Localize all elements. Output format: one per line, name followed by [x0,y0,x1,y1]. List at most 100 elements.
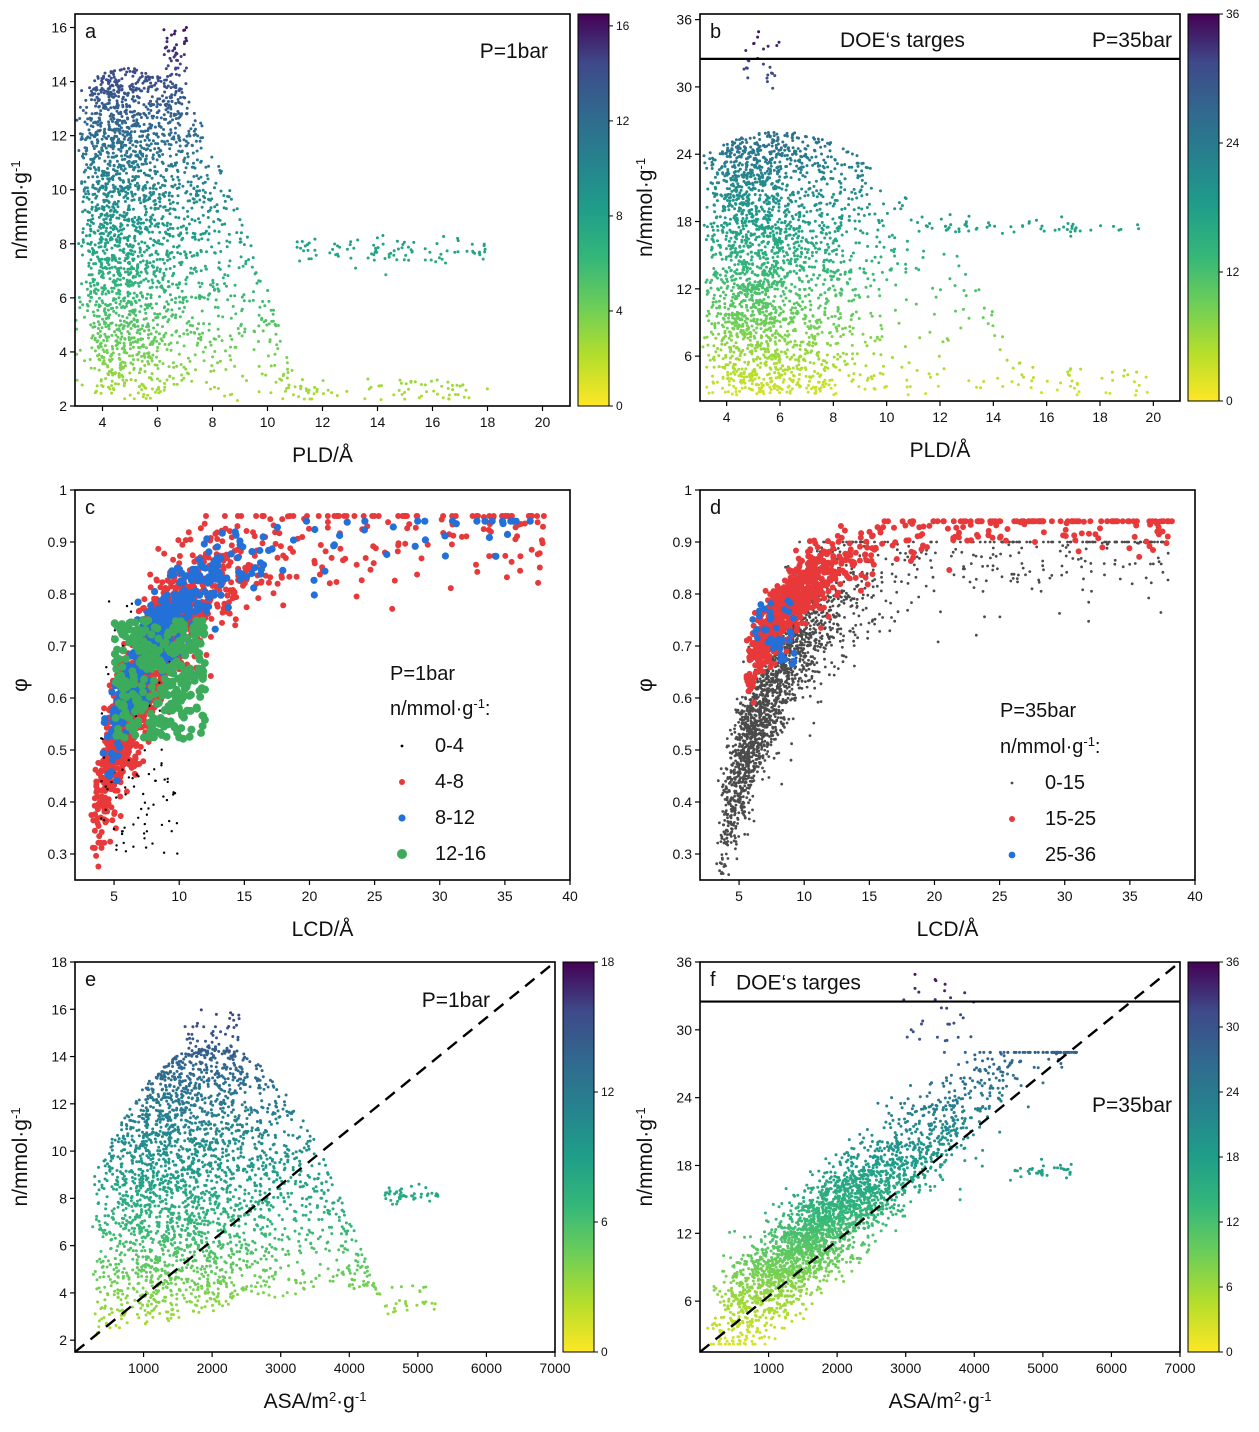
data-point-a [153,390,157,394]
data-point-b [1137,383,1141,387]
data-point-b [854,241,858,245]
data-point-b [772,259,776,263]
data-point-a [129,133,133,137]
data-point-a [111,151,115,155]
data-point-b [717,181,721,185]
data-point-a [161,215,165,219]
data-point-b [871,272,875,276]
data-point-b [813,265,817,269]
data-point-a [252,348,256,352]
data-point-a [123,361,127,365]
data-point-b [734,346,738,350]
data-point-a [171,178,175,181]
data-point-a [161,153,165,156]
data-point-b [816,161,820,165]
data-point-b [748,277,751,281]
data-point-b [865,193,869,196]
data-point-a [98,122,102,126]
data-point-b [749,290,753,294]
data-point-b [789,340,792,344]
data-point-b [735,393,739,397]
data-point-b [755,322,759,326]
data-point-a [127,178,131,182]
data-point-b [811,374,815,378]
data-point-b [1145,390,1149,394]
data-point-a [107,373,111,377]
data-point-b [752,149,756,153]
data-point-a [233,283,237,287]
data-point-b [727,320,731,324]
data-point-b [813,219,817,223]
data-point-b [781,182,785,186]
data-point-a [217,164,221,168]
data-point-a [100,148,104,152]
data-point-b [807,383,810,387]
data-point-a [106,308,110,312]
data-point-a [80,244,84,248]
data-point-a [122,276,126,280]
data-point-a [184,139,188,143]
data-point-a [338,245,342,249]
data-point-a [179,363,183,366]
data-point-a [144,210,148,214]
data-point-a [148,191,152,195]
data-point-a [165,224,169,228]
data-point-a [90,214,94,217]
data-point-a [198,220,202,224]
data-point-a [148,99,152,103]
data-point-b [829,170,833,174]
data-point-b [738,312,742,316]
data-point-b [818,375,822,378]
colorbar-tick-label-a: 16 [616,19,630,33]
data-point-b [808,158,812,162]
data-point-a [80,282,84,286]
data-point-a [146,75,150,79]
data-point-a [303,244,307,248]
data-point-b [811,314,815,318]
data-point-a [144,157,148,161]
data-point-b [727,244,731,248]
data-point-a [194,139,198,143]
data-point-b [787,149,791,153]
data-point-b [769,161,773,165]
data-point-b [725,341,729,345]
data-point-b [730,140,734,144]
data-point-a [354,266,358,270]
data-point-a [98,358,102,362]
data-point-b [784,236,788,240]
data-point-b [833,167,837,171]
data-point-a [100,79,104,83]
data-point-b [740,381,744,385]
data-point-a [214,298,218,302]
data-point-a [176,59,180,62]
data-point-a [149,206,153,210]
data-point-b [712,221,716,225]
data-point-b [832,322,836,326]
data-point-b [872,352,876,356]
data-point-a [95,300,99,304]
data-point-a [125,378,129,382]
data-point-a [135,120,139,124]
data-point-a [156,367,160,370]
data-point-b [781,380,785,384]
y-tick-label-a: 12 [51,128,67,144]
data-point-a [145,116,149,120]
data-point-a [107,123,111,127]
data-point-b [825,258,829,262]
data-point-a [89,240,93,244]
data-point-b [776,193,780,197]
data-point-b [760,223,764,227]
data-point-a [192,161,195,165]
data-point-a [89,229,93,233]
data-point-a [112,117,116,121]
data-point-a [111,190,115,194]
data-point-a [168,374,172,378]
data-point-b [734,202,738,206]
data-point-b [789,257,793,261]
data-point-b [723,302,727,306]
data-point-a [213,287,216,291]
data-point-a [114,371,118,375]
data-point-b [738,244,742,248]
data-point-b [815,208,819,212]
data-point-b [753,280,757,284]
